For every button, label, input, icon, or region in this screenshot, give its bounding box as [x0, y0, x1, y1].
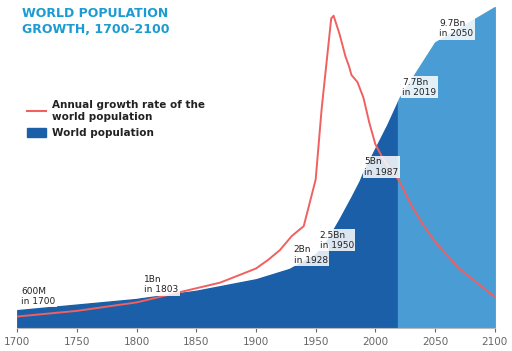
Text: 1Bn
in 1803: 1Bn in 1803	[144, 275, 179, 294]
Text: 7.7Bn
in 2019: 7.7Bn in 2019	[402, 78, 436, 97]
Text: 9.7Bn
in 2050: 9.7Bn in 2050	[439, 19, 473, 38]
Text: 600M
in 1700: 600M in 1700	[22, 286, 56, 306]
Legend: Annual growth rate of the
world population, World population: Annual growth rate of the world populati…	[27, 100, 205, 138]
Text: WORLD POPULATION
GROWTH, 1700-2100: WORLD POPULATION GROWTH, 1700-2100	[22, 7, 169, 36]
Text: 2Bn
in 1928: 2Bn in 1928	[293, 245, 328, 265]
Text: 2.5Bn
in 1950: 2.5Bn in 1950	[320, 231, 354, 250]
Text: 5Bn
in 1987: 5Bn in 1987	[364, 157, 398, 177]
